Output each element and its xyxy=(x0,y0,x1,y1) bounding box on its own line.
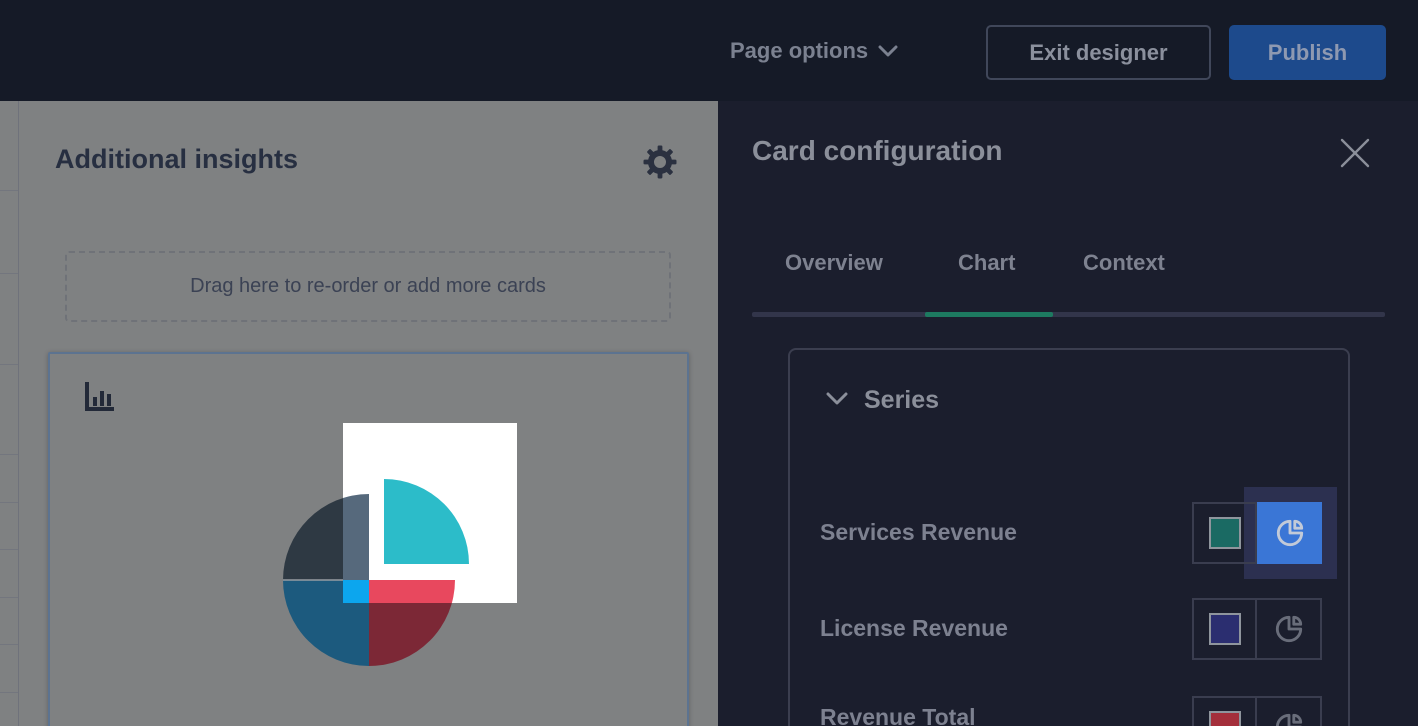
pie-slice-bottom-left-bright xyxy=(343,580,369,603)
active-tab-indicator xyxy=(925,312,1053,317)
pie-slice-bottom-right-bright xyxy=(369,580,455,603)
pie-slice-teal-exploded xyxy=(384,479,469,564)
card-configuration-panel xyxy=(718,101,1418,726)
color-swatch-button[interactable] xyxy=(1192,502,1257,564)
series-row-label: Revenue Total xyxy=(820,704,976,726)
page-row-line xyxy=(0,549,18,550)
page-options-label: Page options xyxy=(730,37,869,63)
pie-chart-toggle-button[interactable] xyxy=(1257,696,1322,726)
tab-context[interactable]: Context xyxy=(1083,250,1165,275)
color-swatch xyxy=(1208,517,1241,549)
chevron-down-icon[interactable] xyxy=(826,392,848,405)
page-row-line xyxy=(0,273,18,274)
pie-chart-icon xyxy=(1276,519,1303,547)
color-swatch xyxy=(1208,613,1241,645)
page-row-line xyxy=(0,597,18,598)
page-row-line xyxy=(0,454,18,455)
pie-chart-toggle-button[interactable] xyxy=(1257,598,1322,660)
series-row-controls xyxy=(1192,696,1322,726)
publish-button[interactable]: Publish xyxy=(1229,25,1386,80)
tab-chart[interactable]: Chart xyxy=(958,250,1016,275)
page-row-line xyxy=(0,644,18,645)
panel-title: Card configuration xyxy=(752,135,1003,166)
page-row-line xyxy=(0,190,18,191)
page-options-menu[interactable]: Page options xyxy=(730,0,898,101)
page-row-line xyxy=(0,364,18,365)
color-swatch xyxy=(1208,711,1241,726)
card-drop-zone[interactable]: Drag here to re-order or add more cards xyxy=(65,251,671,322)
pie-chart-icon xyxy=(1275,713,1302,726)
series-row-label: License Revenue xyxy=(820,615,1008,641)
color-swatch-button[interactable] xyxy=(1192,598,1257,660)
tab-divider xyxy=(752,312,1385,317)
page-edge-divider xyxy=(18,101,19,726)
top-bar: Page options Exit designer Publish xyxy=(0,0,1418,101)
page-row-line xyxy=(0,692,18,693)
pie-chart-preview xyxy=(283,423,517,666)
series-row-controls xyxy=(1192,502,1322,564)
drop-zone-text: Drag here to re-order or add more cards xyxy=(190,275,546,297)
bar-chart-icon xyxy=(85,382,114,411)
close-icon[interactable] xyxy=(1337,135,1373,171)
section-title: Additional insights xyxy=(55,144,298,174)
pie-slice-top-left-bright xyxy=(343,494,369,580)
exit-designer-button[interactable]: Exit designer xyxy=(986,25,1211,80)
tab-overview[interactable]: Overview xyxy=(785,250,883,275)
series-row-controls xyxy=(1192,598,1322,660)
series-section-title: Series xyxy=(864,386,940,414)
page-row-line xyxy=(0,502,18,503)
series-row-label: Services Revenue xyxy=(820,519,1017,545)
chevron-down-icon xyxy=(878,45,898,56)
gear-icon[interactable] xyxy=(642,144,678,180)
chart-card[interactable] xyxy=(48,352,689,726)
pie-chart-icon xyxy=(1275,615,1302,643)
color-swatch-button[interactable] xyxy=(1192,696,1257,726)
series-section xyxy=(788,348,1350,726)
pie-chart-toggle-button[interactable] xyxy=(1257,502,1322,564)
